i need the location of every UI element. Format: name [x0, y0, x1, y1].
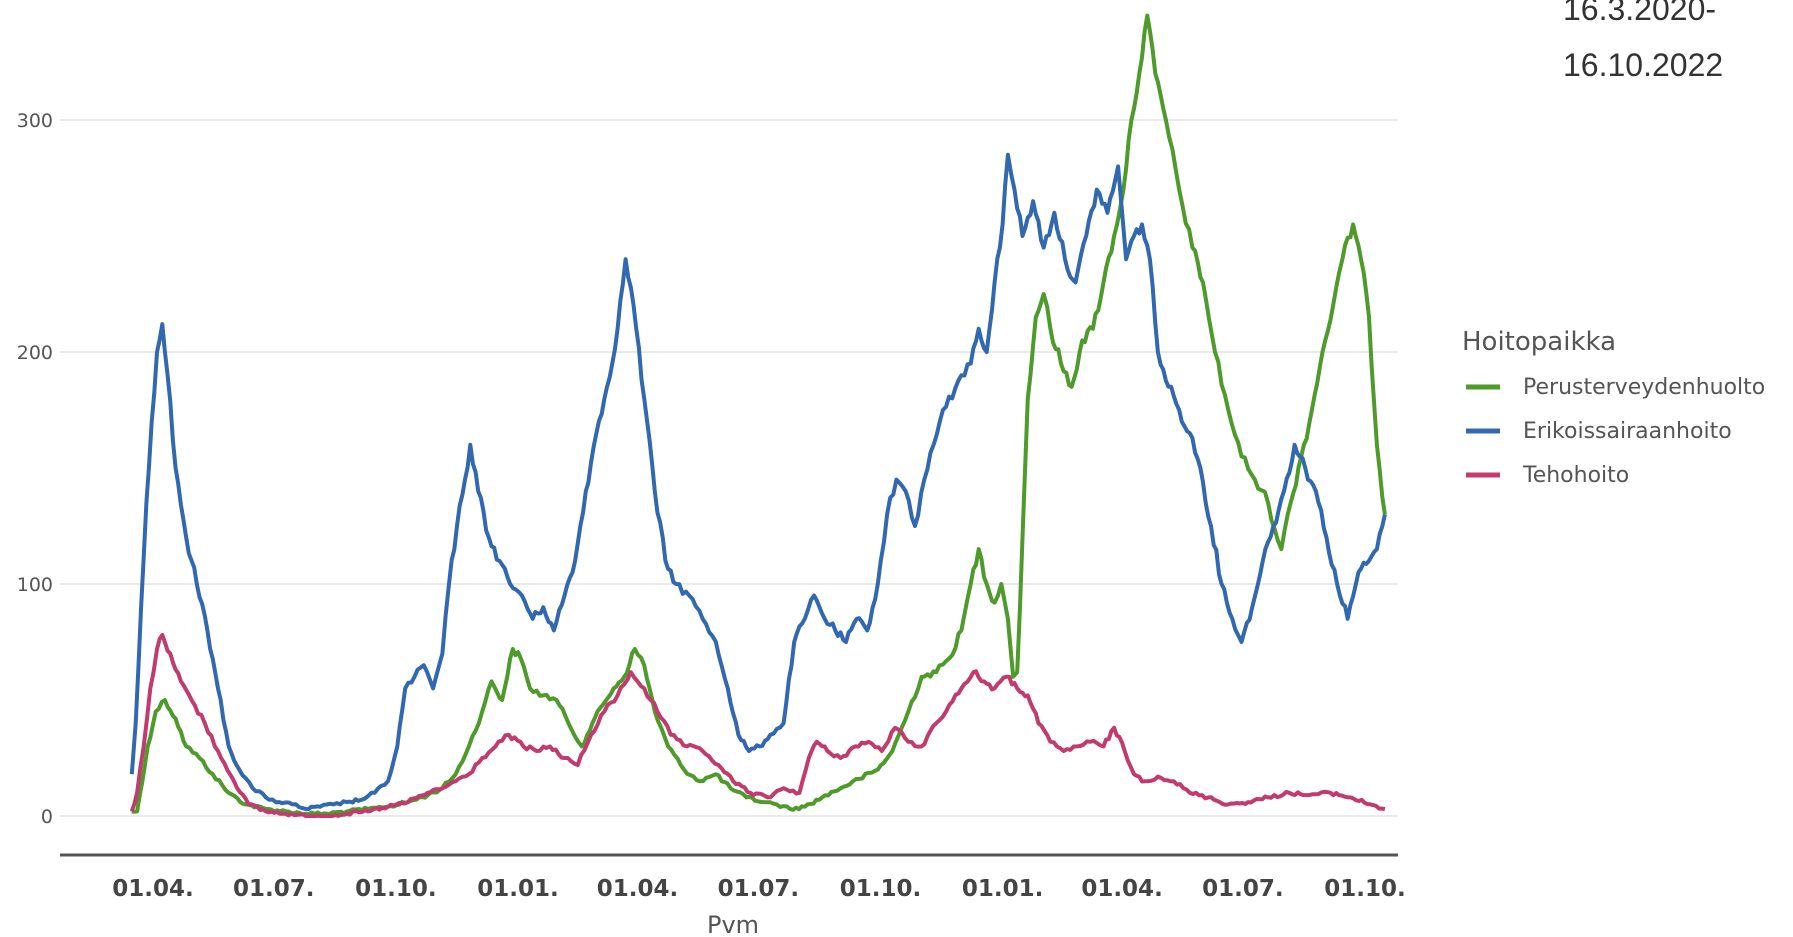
legend-label: Tehohoito	[1522, 463, 1629, 488]
legend-item: Perusterveydenhuolto	[1466, 375, 1765, 400]
legend-item: Erikoissairaanhoito	[1466, 419, 1732, 444]
period-end: 16.10.2022	[1563, 47, 1723, 83]
legend-label: Perusterveydenhuolto	[1523, 375, 1765, 400]
y-tick-label: 300	[17, 110, 53, 132]
series-line-perusterveydenhuolto	[131, 13, 1387, 817]
x-tick-label: 01.01.	[962, 876, 1044, 902]
x-tick-label: 01.10.	[1324, 876, 1406, 902]
x-tick-label: 01.04.	[112, 876, 194, 902]
series-lines	[129, 13, 1387, 818]
x-axis-ticks: 01.04. 01.07. 01.10. 01.01. 01.04. 01.07. 01.1…	[112, 876, 1406, 902]
y-tick-label: 0	[41, 806, 53, 828]
series-line-erikoissairaanhoito	[129, 152, 1387, 812]
legend-title: Hoitopaikka	[1462, 327, 1616, 357]
series-line-tehohoito	[129, 633, 1386, 818]
y-tick-label: 200	[17, 342, 53, 364]
grid-lines	[60, 119, 1398, 817]
x-tick-label: 01.07.	[718, 876, 800, 902]
x-axis-title: Pvm	[707, 911, 759, 937]
period-label: 16.3.2020- 16.10.2022	[1563, 0, 1723, 83]
x-tick-label: 01.04.	[597, 876, 679, 902]
legend: Hoitopaikka Perusterveydenhuolto Erikoiss…	[1462, 327, 1765, 488]
x-tick-label: 01.04.	[1081, 876, 1163, 902]
x-tick-label: 01.07.	[233, 876, 315, 902]
x-tick-label: 01.10.	[840, 876, 922, 902]
x-tick-label: 01.10.	[355, 876, 437, 902]
y-axis-ticks: 0 100 200 300	[17, 110, 53, 828]
x-tick-label: 01.07.	[1202, 876, 1284, 902]
y-tick-label: 100	[17, 574, 53, 596]
period-start: 16.3.2020-	[1563, 0, 1716, 27]
legend-label: Erikoissairaanhoito	[1523, 419, 1732, 444]
legend-item: Tehohoito	[1466, 463, 1629, 488]
x-tick-label: 01.01.	[477, 876, 559, 902]
legend-items: Perusterveydenhuolto Erikoissairaanhoito T…	[1466, 375, 1765, 488]
